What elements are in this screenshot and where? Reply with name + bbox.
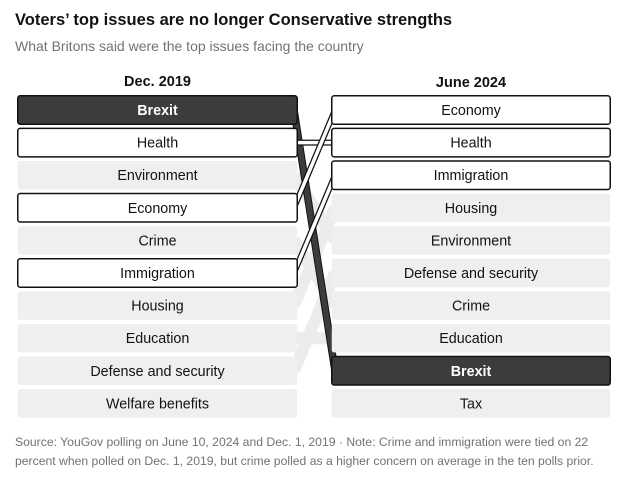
right-label-crime: Crime [452,299,490,315]
right-label-brexit: Brexit [451,364,492,380]
left-box-environment [17,160,298,190]
link-fill-immigration [292,174,337,274]
right-box-immigration [331,160,611,191]
right-box-brexit [331,355,611,386]
chart-title: Voters’ top issues are no longer Conserv… [15,11,453,29]
left-label-economy: Economy [128,201,188,217]
left-box-immigration [17,258,298,288]
right-box-housing [331,193,611,223]
left-box-brexit [17,95,298,125]
left-box-crime [17,226,298,255]
left-box-welfare-benefits [17,389,298,418]
right-box-environment [331,226,611,255]
link-defense-and-security [288,270,341,374]
left-label-education: Education [126,331,190,347]
left-box-housing [17,291,298,320]
left-label-environment: Environment [117,168,197,184]
left-column-label: Dec. 2019 [124,74,191,90]
left-box-education [17,323,298,353]
right-label-education: Education [439,331,503,347]
left-label-health: Health [137,136,178,152]
left-label-welfare-benefits: Welfare benefits [106,396,209,412]
right-label-immigration: Immigration [434,168,509,184]
right-label-environment: Environment [431,233,511,249]
right-label-tax: Tax [460,396,482,412]
left-label-housing: Housing [131,299,184,315]
left-label-immigration: Immigration [120,266,195,282]
right-label-economy: Economy [441,103,501,119]
left-label-defense-and-security: Defense and security [90,364,225,380]
chart-subtitle: What Britons said were the top issues fa… [15,38,364,54]
source-note: Source: YouGov polling on June 10, 2024 … [15,435,594,468]
left-box-economy [17,192,298,223]
link-fill-brexit [291,109,338,372]
right-column-label: June 2024 [436,75,506,91]
left-box-defense-and-security [17,356,298,386]
right-box-economy [331,95,611,125]
left-label-brexit: Brexit [137,103,178,119]
right-box-crime [331,291,611,320]
right-box-defense-and-security [331,258,611,288]
right-box-tax [331,389,611,418]
link-fill-economy [292,109,337,209]
left-label-crime: Crime [138,233,176,249]
right-box-health [331,127,611,158]
right-box-education [331,323,611,353]
slope-chart: Dec. 2019 June 2024 Brexit Health Environmen… [17,74,611,418]
right-label-health: Health [450,136,491,152]
right-label-housing: Housing [445,201,498,217]
left-box-health [17,127,298,158]
right-label-defense-and-security: Defense and security [404,266,539,282]
